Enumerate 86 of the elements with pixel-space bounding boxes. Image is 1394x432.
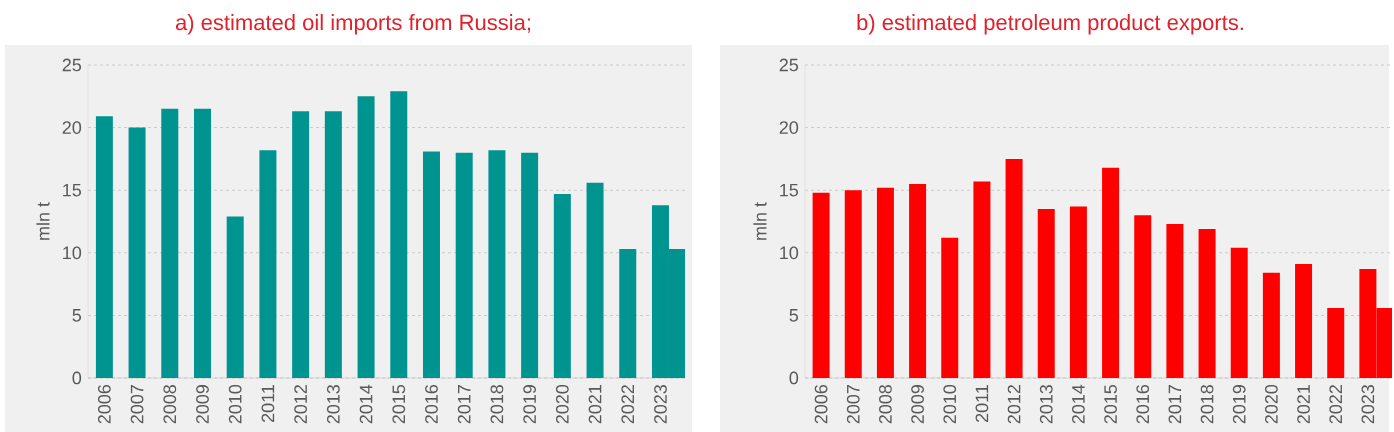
y-tick-label: 25 xyxy=(62,58,82,72)
x-tick-label: 2006 xyxy=(97,385,111,424)
bar xyxy=(194,108,211,378)
y-tick-label: 5 xyxy=(72,309,82,322)
bar xyxy=(357,96,375,378)
x-tick-label: 2019 xyxy=(1232,385,1246,424)
x-tick-label: 2007 xyxy=(130,385,144,424)
x-tick-label: 2017 xyxy=(457,385,471,424)
bar xyxy=(1005,158,1023,378)
bar xyxy=(161,108,179,378)
y-tick-label: 15 xyxy=(780,183,799,197)
bar xyxy=(226,216,244,378)
x-tick-label: 2010 xyxy=(228,384,242,424)
chart-title: b) estimated petroleum product exports. xyxy=(857,14,1243,35)
x-tick-label: 2008 xyxy=(879,384,892,424)
y-axis-title: mln t xyxy=(753,202,767,240)
y-tick-label: 20 xyxy=(779,121,799,134)
bar xyxy=(586,182,604,378)
x-tick-label: 2006 xyxy=(814,385,828,424)
x-tick-label: 2014 xyxy=(1072,384,1085,424)
x-tick-label: 2019 xyxy=(523,385,536,424)
x-tick-label: 2013 xyxy=(326,385,340,424)
x-tick-label: 2016 xyxy=(1136,385,1150,424)
x-tick-label: 2013 xyxy=(1039,385,1053,424)
bar xyxy=(455,152,473,378)
x-tick-label: 2009 xyxy=(911,385,924,424)
x-tick-label: 2015 xyxy=(392,384,406,424)
bar xyxy=(1198,229,1216,378)
bar xyxy=(324,111,342,378)
x-tick-label: 2021 xyxy=(1297,385,1310,424)
x-tick-label: 2022 xyxy=(621,385,635,424)
bar xyxy=(1230,247,1248,378)
y-tick-label: 5 xyxy=(789,309,799,322)
x-tick-label: 2011 xyxy=(975,385,989,422)
bar xyxy=(95,116,113,378)
x-tick-label: 2010 xyxy=(943,384,957,424)
y-axis-title: mln t xyxy=(36,202,50,240)
bar xyxy=(1295,264,1313,378)
bar xyxy=(488,150,506,378)
bar xyxy=(1166,224,1184,378)
x-tick-label: 2014 xyxy=(359,384,373,424)
bar xyxy=(876,187,894,378)
bar xyxy=(553,193,571,378)
y-tick-label: 0 xyxy=(72,371,82,385)
bar xyxy=(259,150,277,378)
bar xyxy=(844,190,862,378)
y-tick-label: 20 xyxy=(62,121,82,134)
x-tick-label: 2017 xyxy=(1168,385,1182,424)
bar xyxy=(1102,167,1120,378)
bar xyxy=(973,181,991,378)
x-tick-label: 2018 xyxy=(1200,384,1214,424)
x-tick-label: 2020 xyxy=(1265,384,1278,424)
x-tick-label: 2012 xyxy=(1007,385,1021,424)
x-tick-label: 2009 xyxy=(196,385,209,424)
x-tick-label: 2020 xyxy=(555,384,569,424)
x-tick-label: 2023 xyxy=(1361,385,1375,424)
x-tick-label: 2016 xyxy=(425,385,438,424)
x-tick-label: 2023 xyxy=(654,385,667,424)
y-tick-label: 10 xyxy=(780,246,799,260)
y-tick-label: 10 xyxy=(63,246,82,260)
bar xyxy=(422,151,440,378)
bar xyxy=(390,91,408,378)
x-tick-label: 2012 xyxy=(294,385,308,424)
bar xyxy=(1262,272,1280,378)
x-tick-label: 2007 xyxy=(846,385,860,424)
bar xyxy=(292,111,310,378)
bar xyxy=(128,127,146,378)
y-tick-label: 0 xyxy=(789,371,799,385)
y-tick-label: 25 xyxy=(779,58,799,72)
x-tick-label: 2015 xyxy=(1104,384,1117,424)
chart-title: a) estimated oil imports from Russia; xyxy=(175,14,530,35)
bar xyxy=(619,249,637,378)
x-tick-label: 2011 xyxy=(261,385,275,422)
x-tick-label: 2022 xyxy=(1329,385,1343,424)
bar xyxy=(812,192,830,378)
x-tick-label: 2008 xyxy=(163,384,177,424)
bar xyxy=(941,237,959,378)
bar xyxy=(521,152,539,378)
y-tick-label: 15 xyxy=(63,183,82,197)
x-tick-label: 2018 xyxy=(490,384,504,424)
bar xyxy=(909,183,927,378)
bar xyxy=(1134,215,1152,378)
bar xyxy=(1327,307,1345,378)
bar xyxy=(1037,208,1055,378)
x-tick-label: 2021 xyxy=(588,385,602,424)
bar xyxy=(1069,206,1087,378)
